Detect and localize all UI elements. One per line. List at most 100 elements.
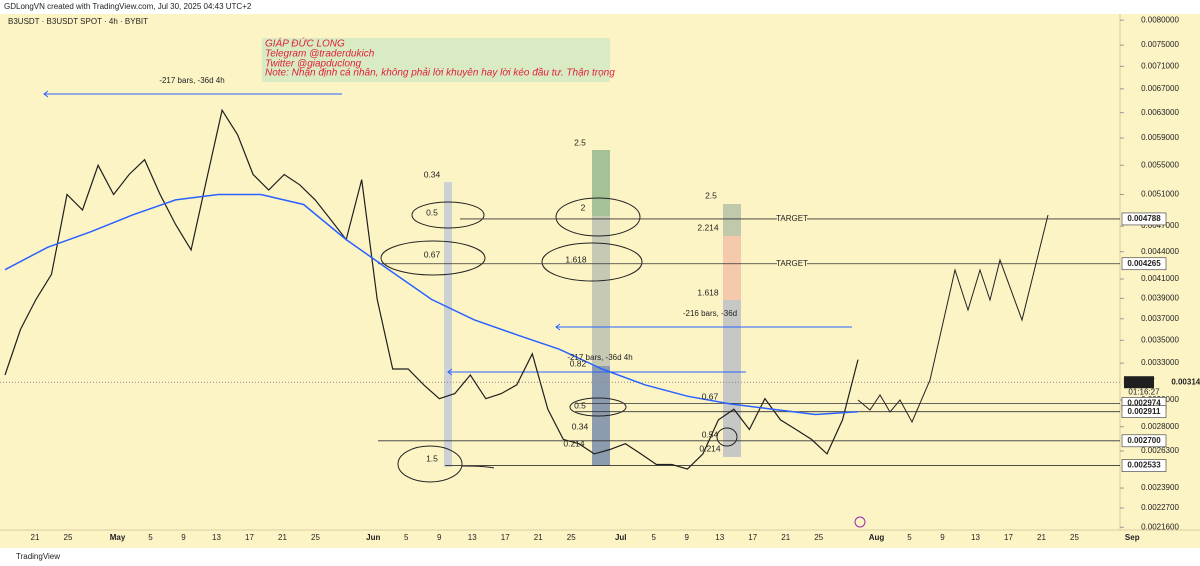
x-tick-label: 25 [567, 533, 576, 542]
footer-bar [0, 548, 1200, 566]
x-tick-label: 21 [1037, 533, 1046, 542]
note-line: Note: Nhận định cá nhân, không phải lời … [265, 67, 615, 79]
price-label: 0.004265 [1127, 259, 1161, 268]
x-tick-label: 5 [907, 533, 912, 542]
fib-label: 0.34 [572, 421, 589, 431]
level-note: TARGET [776, 214, 808, 223]
x-tick-label: 13 [971, 533, 980, 542]
measure-label: -216 bars, -36d [683, 309, 737, 318]
fib-box [592, 150, 610, 216]
x-tick-label: 5 [148, 533, 153, 542]
y-tick-label: 0.0028000 [1141, 422, 1179, 431]
countdown: 01:16:27 [1128, 387, 1160, 396]
price-label: 0.002533 [1127, 461, 1161, 470]
x-tick-label: 13 [468, 533, 477, 542]
symbol-label: B3USDT [1123, 377, 1155, 386]
y-tick-label: 0.0033000 [1141, 358, 1179, 367]
measure-label: -217 bars, -36d 4h [159, 76, 224, 85]
x-tick-label: 25 [814, 533, 823, 542]
footer-logo: TradingView [16, 552, 60, 561]
x-tick-label: 21 [31, 533, 40, 542]
fib-label: 2.214 [697, 222, 719, 232]
fib-label: 1.618 [697, 287, 719, 297]
header-bar [0, 0, 1200, 14]
fib-label: 0.34 [424, 169, 441, 179]
price-label: 0.002700 [1127, 436, 1161, 445]
x-tick-label: 21 [781, 533, 790, 542]
x-tick-label: 25 [1070, 533, 1079, 542]
fib-label: 1.618 [565, 254, 587, 264]
symbol-label-bg [1124, 376, 1154, 389]
price-label: 0.002974 [1127, 398, 1161, 407]
fib-box [723, 300, 741, 457]
x-tick-label: 17 [501, 533, 510, 542]
fib-label: 0.54 [702, 429, 719, 439]
price-label-bg [1121, 459, 1167, 472]
x-tick-label: Aug [869, 533, 885, 542]
price-label-bg [1121, 257, 1167, 271]
x-tick-label: 25 [311, 533, 320, 542]
x-tick-label: 13 [212, 533, 221, 542]
fib-label: 2 [581, 202, 586, 212]
fib-label: 0.214 [699, 443, 721, 453]
y-tick-label: 0.0080000 [1141, 15, 1179, 24]
measure-label: -217 bars, -36d 4h [567, 353, 632, 362]
y-tick-label: 0.0063000 [1141, 108, 1179, 117]
fib-box [444, 182, 452, 467]
x-tick-label: 13 [715, 533, 724, 542]
x-tick-label: 5 [652, 533, 657, 542]
fib-label: 0.67 [424, 249, 441, 259]
x-tick-label: 9 [437, 533, 442, 542]
fib-label: 0.214 [563, 438, 585, 448]
fib-label: 2.5 [705, 190, 717, 200]
price-label: 0.004788 [1127, 214, 1161, 223]
fib-box [723, 204, 741, 236]
fib-label: 2.5 [574, 137, 586, 147]
note-line: Twitter @giapduclong [265, 59, 362, 70]
event-icon [854, 516, 866, 528]
symbol-title: B3USDT · B3USDT SPOT · 4h · BYBIT [8, 17, 148, 26]
header: GDLongVN created with TradingView.com, J… [4, 2, 252, 11]
note-box [262, 38, 610, 82]
y-tick-label: 0.0055000 [1141, 160, 1179, 169]
x-tick-label: 9 [181, 533, 186, 542]
level-note-bg [777, 258, 807, 269]
note-line: Telegram @traderdukich [265, 49, 375, 60]
y-tick-label: 0.0022700 [1141, 503, 1179, 512]
price-line [4, 108, 859, 470]
y-tick-label: 0.0041000 [1141, 274, 1179, 283]
y-tick-label: 0.0075000 [1141, 40, 1179, 49]
x-tick-label: Sep [1125, 533, 1140, 542]
fib-box [723, 236, 741, 300]
y-tick-label: 0.0039000 [1141, 294, 1179, 303]
y-tick-label: 0.0059000 [1141, 133, 1179, 142]
y-tick-label: 0.0037000 [1141, 314, 1179, 323]
y-tick-label: 0.0047000 [1141, 221, 1179, 230]
y-tick-label: 0.0067000 [1141, 84, 1179, 93]
fib-box [592, 216, 610, 366]
level-note: TARGET [776, 259, 808, 268]
x-tick-label: 17 [245, 533, 254, 542]
y-tick-label: 0.0026300 [1141, 446, 1179, 455]
measure-arrows [43, 90, 852, 376]
x-tick-label: Jun [366, 533, 380, 542]
x-tick-label: 17 [1004, 533, 1013, 542]
drawings [380, 197, 1049, 483]
x-tick-label: 25 [64, 533, 73, 542]
x-tick-label: 17 [748, 533, 757, 542]
x-tick-label: 9 [685, 533, 690, 542]
x-tick-label: 21 [278, 533, 287, 542]
y-tick-label: 0.0021600 [1141, 522, 1179, 531]
x-tick-label: 5 [404, 533, 409, 542]
y-tick-label: 0.0071000 [1141, 61, 1179, 70]
fib-label: 1.5 [426, 453, 438, 463]
price-label: 0.002911 [1128, 407, 1161, 416]
fib-label: 0.5 [574, 400, 586, 410]
moving-average [4, 193, 859, 416]
x-tick-label: Jul [615, 533, 627, 542]
fib-label: 0.67 [702, 391, 719, 401]
note-line: GIÁP ĐỨC LONG [265, 37, 345, 50]
y-tick-label: 0.0051000 [1141, 190, 1179, 199]
fib-label: 0.82 [570, 358, 587, 368]
